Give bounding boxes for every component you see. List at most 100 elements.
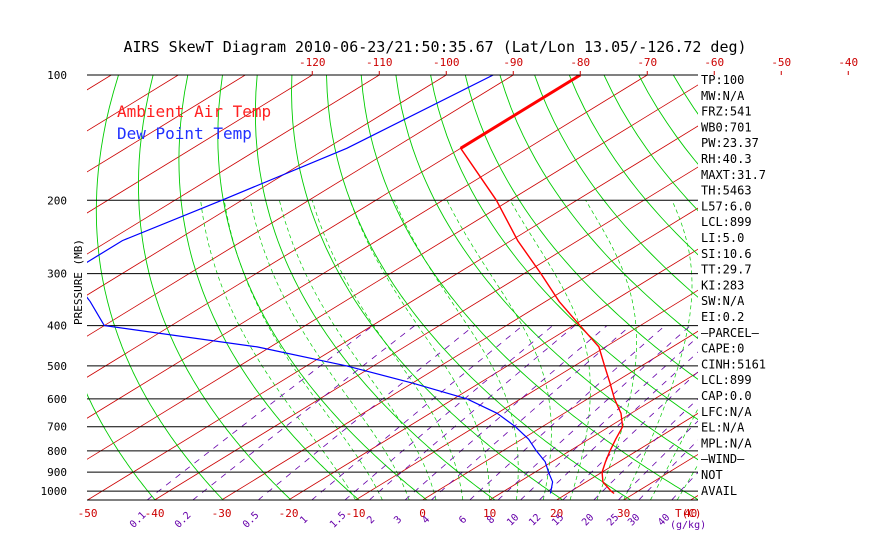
stat-line: LFC:N/A [701,405,752,419]
moist-adiabat-line [446,200,552,500]
moist-adiabat-line [349,200,490,500]
mixing-ratio-label: 0.2 [173,510,194,531]
dry-adiabat-line [326,75,631,500]
isotherm-line [489,371,698,500]
temperature-line [459,75,624,495]
stat-line: WB0:701 [701,120,752,134]
bottom-temp-tick-label: -20 [279,507,299,520]
legend: Ambient Air Temp Dew Point Temp [117,102,271,143]
stat-line: AVAIL [701,484,737,498]
bottom-temp-tick-label: -10 [346,507,366,520]
mixing-ratio-label: 1 [298,514,310,526]
dry-adiabat-line [178,75,360,500]
pressure-tick-label: 600 [47,393,67,406]
moist-adiabat-line [223,200,383,500]
mixing-ratio-line [344,325,554,500]
legend-entry: Ambient Air Temp [117,102,271,121]
mixing-ratio-line [638,439,698,500]
mixing-ratio-line [257,325,475,500]
sounding-profiles [87,75,624,495]
moist-adiabat-line [585,200,637,500]
stat-line: SI:10.6 [701,247,752,261]
top-temp-tick-label: -60 [704,56,724,69]
top-temp-tick-label: -100 [433,56,460,69]
moist-adiabat-line [279,200,437,500]
stat-line: LCL:899 [701,373,752,387]
pressure-tick-label: 300 [47,268,67,281]
dry-adiabat-line [568,75,698,256]
stat-line: TP:100 [701,73,744,87]
stat-line: PW:23.37 [701,136,759,150]
dry-adiabat-line [138,75,292,500]
top-temp-tick-label: -70 [637,56,657,69]
stat-line: FRZ:541 [701,105,752,119]
dry-adiabat-line [464,75,698,380]
dry-adiabat-line [812,75,870,500]
bottom-temp-tick-label: 0 [419,507,426,520]
isotherm-line [758,75,870,500]
isotherm-line [87,75,313,214]
temp-unit-label: T(C) [675,507,702,520]
mixing-ratio-line [618,420,698,500]
dry-adiabat-line [395,75,698,461]
stat-line: RH:40.3 [701,152,752,166]
dry-adiabat-line [254,75,496,500]
top-temp-tick-label: -80 [570,56,590,69]
mixing-unit-label: (g/kg) [670,520,706,531]
bottom-temp-tick-label: 30 [617,507,630,520]
moist-adiabat-line [623,200,693,500]
dry-adiabat-line [847,75,870,500]
stat-line: —WIND— [701,452,745,466]
isotherm-line [825,75,870,500]
moist-adiabat-line [676,464,698,500]
dry-adiabat-line [777,75,870,500]
isotherm-line [0,75,44,500]
isotherm-line [154,166,698,500]
pressure-tick-label: 100 [47,69,67,82]
mixing-ratio-label: 4 [420,514,432,526]
dry-adiabat-line [430,75,698,421]
isotherm-line [87,75,380,255]
stat-line: CAP:0.0 [701,389,752,403]
bottom-temp-tick-label: -50 [78,507,98,520]
isotherm-line [87,75,112,91]
chart-title: AIRS SkewT Diagram 2010-06-23/21:50:35.6… [123,38,746,56]
pressure-tick-label: 500 [47,360,67,373]
stat-line: EI:0.2 [701,310,744,324]
dewpoint-line [87,75,554,494]
y-axis-label: PRESSURE (MB) [72,239,85,325]
dry-adiabat-line [534,75,698,298]
pressure-tick-label: 700 [47,421,67,434]
background-grid [0,75,870,500]
isobar-lines: 100 200 300 400 500 600 700 800 900 1000 [41,69,698,498]
isotherm-line [422,330,698,500]
mixing-ratio-label: 10 [505,512,521,528]
pressure-tick-label: 1000 [41,485,68,498]
top-temp-tick-label: -110 [366,56,393,69]
mixing-ratio-label: 2 [365,514,377,526]
stat-line: TH:5463 [701,184,752,198]
mixing-ratio-line [146,325,374,500]
stat-line: EL:N/A [701,421,745,435]
dry-adiabat-line [95,75,224,500]
isotherm-line [221,207,698,500]
isotherm-line [87,75,447,296]
isotherm-line [87,75,246,173]
pressure-tick-label: 400 [47,320,67,333]
mixing-ratio-line [431,325,631,500]
isotherm-line [556,412,698,500]
mixing-ratio-line [469,325,666,500]
top-temp-tick-label: -90 [503,56,523,69]
isotherm-line [288,248,698,500]
mixing-ratio-label: 3 [392,514,404,526]
mixing-ratio-line [497,325,691,500]
mixing-ratio-line [192,325,415,500]
isotherm-line [355,289,698,500]
stat-line: MW:N/A [701,89,745,103]
mixing-ratio-line [404,325,608,500]
stat-line: MAXT:31.7 [701,168,766,182]
moist-adiabat-line [311,200,464,500]
top-temp-tick-label: -40 [838,56,858,69]
